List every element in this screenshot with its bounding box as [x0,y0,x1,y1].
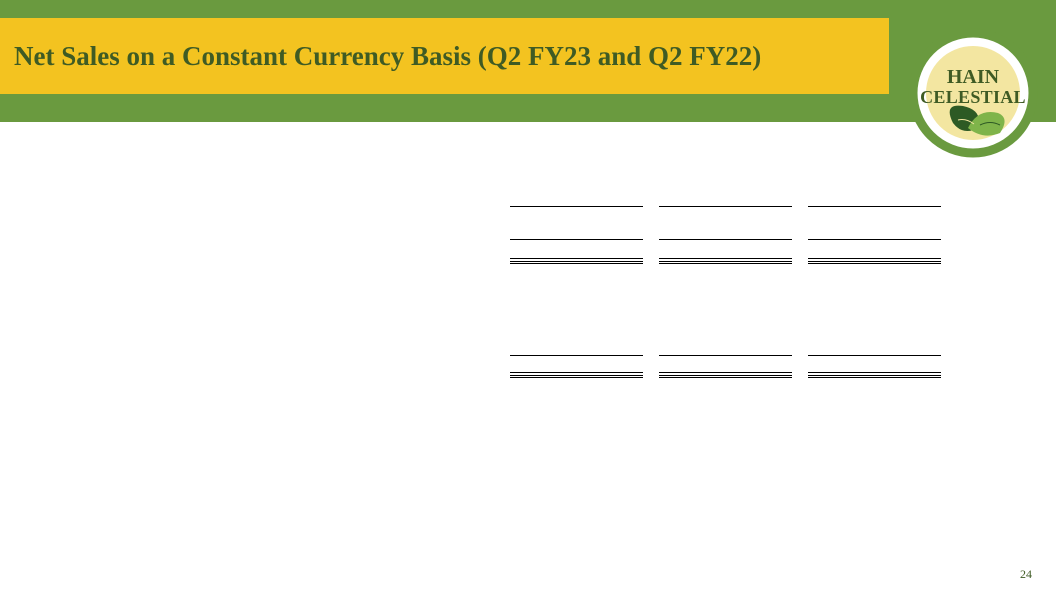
hain-celestial-logo: HAIN CELESTIAL [908,28,1038,158]
table-block2-line2 [510,372,941,378]
table-block2-line1 [510,355,941,356]
table-block1-line1 [510,206,941,207]
slide: Net Sales on a Constant Currency Basis (… [0,0,1056,594]
table-block1-line2 [510,239,941,240]
page-number: 24 [1020,567,1032,582]
logo-text-hain: HAIN [947,66,1000,88]
slide-title: Net Sales on a Constant Currency Basis (… [14,40,761,72]
logo-text-celestial: CELESTIAL [920,87,1026,107]
header-yellow-band: Net Sales on a Constant Currency Basis (… [0,18,889,94]
table-block1-line3 [510,258,941,264]
